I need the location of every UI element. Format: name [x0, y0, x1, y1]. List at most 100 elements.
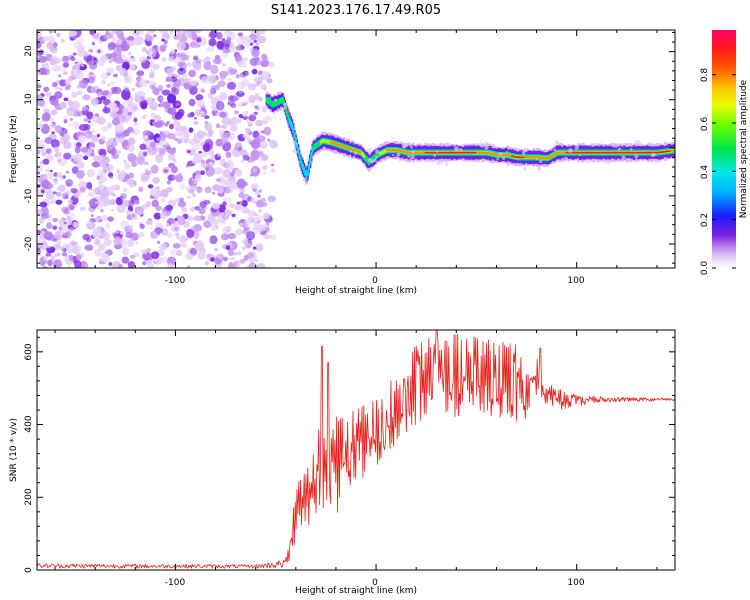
ridge-speckle	[392, 154, 395, 157]
ridge-layer	[265, 91, 675, 185]
noise-speckle	[146, 120, 151, 124]
noise-speckle	[268, 61, 275, 68]
ridge-band	[660, 151, 663, 153]
noise-speckle	[145, 35, 153, 42]
noise-speckle	[248, 94, 256, 104]
noise-speckle	[222, 63, 226, 67]
noise-speckle	[227, 198, 232, 202]
noise-speckle	[45, 198, 50, 204]
top-ytick-label-1: -10	[24, 188, 34, 203]
ridge-band	[329, 141, 332, 144]
ridge-band	[525, 156, 528, 159]
noise-speckle	[37, 84, 42, 89]
noise-speckle	[214, 167, 223, 175]
noise-speckle	[225, 245, 231, 251]
ridge-band	[655, 151, 658, 154]
ridge-band	[429, 151, 432, 154]
noise-speckle	[49, 196, 58, 203]
noise-speckle	[63, 152, 72, 160]
noise-speckle	[128, 224, 134, 230]
noise-speckle	[112, 193, 116, 197]
ridge-band	[635, 151, 638, 154]
ridge-band	[396, 149, 400, 152]
ridge-band	[318, 140, 321, 146]
noise-speckle	[51, 131, 55, 135]
noise-speckle	[177, 74, 181, 79]
ridge-band	[624, 151, 627, 154]
noise-speckle	[153, 212, 162, 220]
noise-speckle	[180, 134, 190, 143]
noise-speckle	[100, 96, 107, 101]
noise-speckle	[145, 170, 152, 176]
noise-speckle	[61, 252, 68, 257]
ridge-band	[322, 139, 325, 143]
noise-speckle	[217, 186, 224, 194]
noise-speckle	[116, 39, 123, 46]
ridge-band	[382, 150, 385, 154]
ridge-band	[339, 144, 342, 147]
ridge-band	[380, 151, 383, 155]
colorbar-gradient	[712, 30, 736, 268]
noise-speckle	[193, 133, 203, 144]
noise-speckle	[39, 201, 48, 208]
noise-speckle	[121, 89, 131, 101]
ridge-speckle	[282, 108, 286, 111]
ridge-band	[431, 151, 434, 154]
noise-speckle	[207, 92, 214, 99]
ridge-speckle	[391, 137, 394, 140]
ridge-speckle	[283, 102, 288, 107]
noise-speckle	[38, 49, 45, 56]
noise-speckle	[68, 123, 72, 128]
noise-speckle	[228, 78, 232, 82]
ridge-band	[557, 151, 560, 154]
ridge-band	[526, 156, 530, 159]
noise-speckle	[261, 223, 269, 232]
noise-speckle	[253, 213, 259, 217]
ridge-band	[331, 141, 335, 145]
noise-speckle	[88, 49, 94, 53]
ridge-band	[300, 161, 303, 168]
noise-speckle	[226, 81, 237, 90]
ridge-band	[383, 149, 386, 153]
noise-speckle	[127, 111, 132, 116]
noise-speckle	[134, 241, 139, 245]
noise-speckle	[46, 191, 50, 195]
ridge-band	[353, 149, 356, 152]
noise-speckle	[221, 38, 226, 42]
ridge-speckle	[316, 150, 320, 154]
ridge-speckle	[539, 160, 543, 163]
noise-speckle	[152, 98, 155, 102]
noise-speckle	[266, 78, 273, 84]
noise-speckle	[129, 254, 136, 259]
noise-speckle	[179, 197, 184, 203]
noise-speckle	[56, 191, 62, 197]
ridge-band	[409, 151, 412, 154]
ridge-band	[578, 151, 581, 154]
ridge-band	[533, 156, 536, 159]
noise-speckle	[151, 199, 159, 208]
ridge-band	[641, 151, 644, 154]
noise-speckle	[145, 40, 152, 47]
noise-speckle	[75, 254, 82, 261]
ridge-band	[560, 151, 563, 154]
ridge-speckle	[436, 160, 441, 165]
ridge-band	[582, 151, 585, 154]
ridge-band	[594, 151, 597, 154]
ridge-band	[310, 152, 313, 159]
spectrogram-xlabel: Height of straight line (km)	[295, 286, 417, 296]
ridge-band	[636, 151, 639, 154]
noise-speckle	[100, 209, 104, 213]
ridge-band	[280, 98, 283, 103]
noise-speckle	[254, 259, 259, 263]
ridge-speckle	[537, 166, 542, 172]
noise-speckle	[102, 107, 111, 114]
spectrogram-ylabel: Frequency (Hz)	[9, 115, 19, 183]
noise-speckle	[58, 219, 66, 225]
ridge-band	[523, 156, 526, 159]
noise-speckle	[89, 198, 99, 209]
ridge-band	[415, 151, 418, 154]
noise-speckle	[63, 221, 67, 225]
noise-speckle	[134, 217, 138, 220]
noise-speckle	[100, 54, 108, 63]
noise-speckle	[241, 246, 246, 251]
